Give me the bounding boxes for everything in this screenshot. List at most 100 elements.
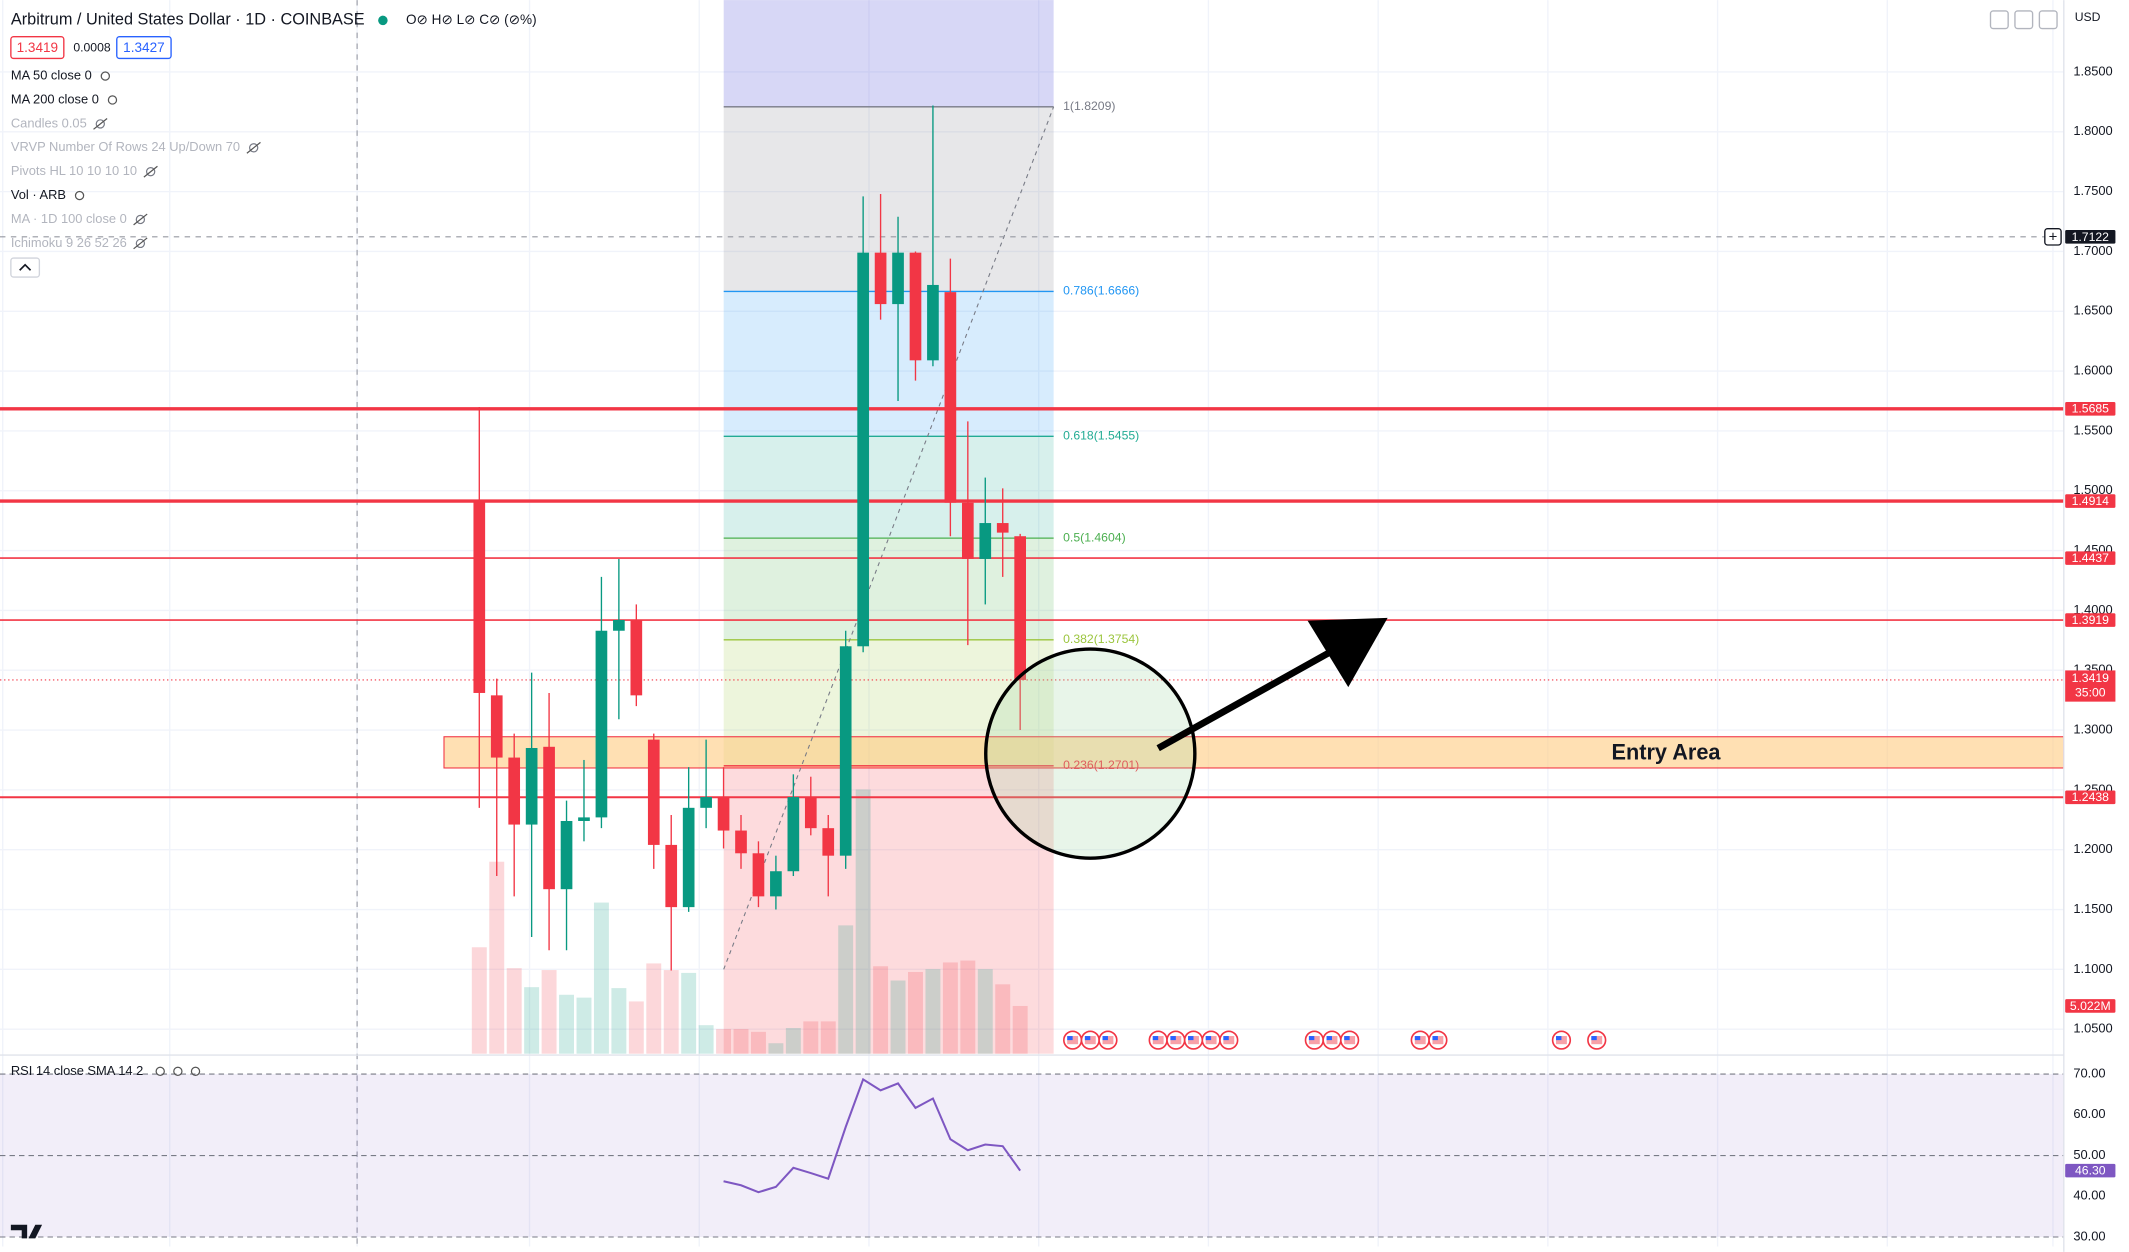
ask-price-box[interactable] [116,36,172,60]
price-tick-label: 1.6500 [2073,303,2112,318]
indicator-label[interactable]: Pivots HL 10 10 10 10 [11,163,137,178]
collapse-chevron [19,263,32,271]
rsi-icon[interactable] [155,1066,165,1077]
indicator-icon[interactable] [100,71,110,81]
indicator-icon[interactable] [74,190,85,201]
indicator-icon[interactable] [145,167,156,177]
indicator-label[interactable]: Ichimoku 9 26 52 26 [11,235,127,250]
toolbar-button[interactable] [2038,10,2058,30]
price-tick-label: 1.1000 [2073,961,2112,976]
candle-body [787,797,800,872]
event-flag-canton [1188,1036,1194,1041]
candle-body [752,853,765,897]
currency[interactable]: USD [2075,10,2101,24]
volume-bar [995,984,1011,1054]
indicator-label[interactable]: Candles 0.05 [11,115,87,130]
candle-body [961,502,974,559]
volume-bar [768,1043,784,1054]
level-price-label-box [2065,494,2116,508]
candle-body [682,807,695,908]
candle-body [1014,536,1027,680]
bid-price: 1.3419 [17,40,58,55]
indicator-icon[interactable] [135,238,146,249]
event-flag-canton [1152,1036,1159,1041]
volume-bar [925,969,941,1054]
level-price-label-box [2065,613,2116,627]
volume-bar [960,960,976,1054]
bid-price-box[interactable] [10,36,65,60]
crosshair-plus[interactable] [2044,228,2062,246]
fib-zone [723,436,1054,539]
rsi-icon[interactable] [173,1066,183,1077]
indicator-label[interactable]: MA · 1D 100 close 0 [11,211,127,226]
volume-bar [593,902,609,1054]
collapse-button[interactable] [10,257,41,278]
candle-body [735,830,747,854]
toolbar-button[interactable] [1989,10,2009,30]
price-tick-label: 1.5500 [2073,422,2112,437]
candle-body [613,619,625,631]
indicator-label[interactable]: Vol · ARB [11,187,66,202]
arrow-shaft [1156,635,1357,752]
spread: 0.0008 [73,40,111,54]
fib-label: 0.236(1.2701) [1063,758,1139,772]
indicator-icon[interactable] [95,119,105,129]
volume-bar [942,962,958,1054]
crosshair-price-label-box [2065,230,2116,244]
entry-area-label: Entry Area [1611,739,1721,764]
volume-bar [1012,1005,1028,1054]
rsi-icon[interactable] [190,1066,201,1077]
indicator-label[interactable]: MA 50 close 0 [11,68,92,83]
volume-bar [750,1031,766,1054]
rsi-tick-label: 70.00 [2073,1065,2105,1080]
price-tick-label: 1.0500 [2073,1021,2112,1036]
volume-bar [471,947,487,1054]
volume-bar [646,963,662,1054]
symbol-title: Arbitrum / United States Dollar · 1D · C… [11,11,365,29]
level-price-label-box [2065,401,2116,416]
price-tick-label: 1.2000 [2073,841,2112,856]
tv-logo [10,1224,43,1239]
rsi-tick-label: 40.00 [2073,1188,2105,1203]
rsi-line [723,1077,1021,1194]
volume-bar [873,966,889,1054]
indicator-hidden-slash [143,165,158,178]
volume-bar [576,997,592,1054]
volume-bar [681,972,697,1054]
candle-body [822,828,835,856]
fib-label: 0.618(1.5455) [1063,429,1139,443]
candle-body [595,630,608,818]
rsi-tick-label: 50.00 [2073,1147,2105,1162]
volume-label: 5.022M [2070,999,2111,1013]
toolbar-button[interactable] [2014,10,2034,30]
fib-label: 1(1.8209) [1063,99,1115,113]
status-dot [378,15,388,26]
price-tick-label: 1.5000 [2073,482,2112,497]
event-flag-canton [1344,1036,1350,1041]
rsi-tick-label: 30.00 [2073,1228,2105,1243]
rsi-tick-label: 60.00 [2073,1106,2105,1121]
indicator-icon[interactable] [107,95,118,105]
candle-body [560,820,573,890]
event-flag-canton [1326,1036,1332,1041]
volume-label-box [2065,999,2116,1013]
event-flag-canton [1170,1036,1176,1041]
price-tick-label: 1.3000 [2073,721,2112,736]
event-flag-canton [1102,1036,1108,1041]
candle-body [996,523,1009,533]
fib-zone [723,538,1054,640]
indicator-label[interactable]: VRVP Number Of Rows 24 Up/Down 70 [11,139,240,154]
fib-label: 0.786(1.6666) [1063,284,1139,298]
candle-body [927,284,939,361]
indicator-label[interactable]: MA 200 close 0 [11,91,99,106]
price-tick-label: 1.8500 [2073,63,2112,78]
event-flag-stripes [1067,1036,1079,1045]
candle-body [490,695,503,758]
indicator-icon[interactable] [135,214,146,225]
indicator-icon[interactable] [248,143,259,153]
fib-label: 0.5(1.4604) [1063,530,1126,544]
candle-body [700,797,712,808]
level-price-label: 1.5685 [2072,402,2110,416]
last-price-label: 1.3419 [2072,671,2110,685]
